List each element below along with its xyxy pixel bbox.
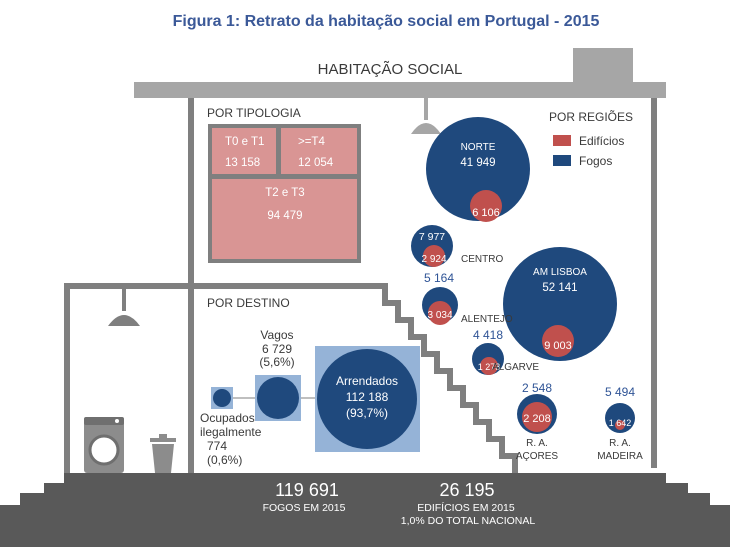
treemap-label: >=T4	[298, 136, 325, 148]
staircase	[382, 286, 518, 473]
bubble-arrendados	[317, 349, 417, 449]
destino-percent-arrendados: (93,7%)	[346, 406, 388, 420]
wall-left-upper	[188, 98, 194, 283]
house-base	[0, 473, 730, 547]
total-edificios-label-1: EDIFÍCIOS EM 2015	[417, 501, 515, 514]
treemap-value: 13 158	[225, 157, 260, 169]
treemap-value: 94 479	[267, 210, 302, 222]
total-fogos-label: FOGOS EM 2015	[263, 502, 346, 514]
treemap-cell	[212, 179, 357, 259]
destino-label-vagos: Vagos	[260, 328, 293, 342]
chimney	[573, 48, 633, 84]
roof	[134, 82, 666, 98]
destino-value-vagos: 6 729	[262, 342, 292, 356]
region-edificios-algarve: 1 278	[478, 362, 501, 372]
section-title-tipologia: POR TIPOLOGIA	[207, 106, 301, 120]
bubble-edificios-madeira	[615, 420, 625, 430]
bubble-edificios-algarve	[480, 357, 498, 375]
destino-label-ocupados-2: ilegalmente	[200, 425, 262, 439]
region-fogos-centro: 7 977	[419, 231, 445, 243]
total-fogos-value: 119 691	[275, 480, 339, 500]
bubble-ocupados	[213, 389, 231, 407]
region-edificios-lisboa: 9 003	[544, 340, 572, 352]
region-label-acores-1: R. A.	[526, 438, 548, 449]
region-label-madeira-2: MADEIRA	[597, 451, 643, 462]
bubble-edificios-alentejo	[428, 301, 452, 325]
region-fogos-acores: 2 548	[522, 381, 552, 395]
region-label-madeira-1: R. A.	[609, 438, 631, 449]
treemap-value: 12 054	[298, 157, 334, 169]
region-fogos-madeira: 5 494	[605, 385, 635, 399]
roof-label: HABITAÇÃO SOCIAL	[318, 61, 463, 78]
section-title-destino: POR DESTINO	[207, 296, 290, 310]
washing-machine-icon	[84, 417, 124, 473]
region-edificios-centro: 2 924	[421, 254, 446, 265]
treemap-label: T2 e T3	[265, 187, 304, 199]
region-label-algarve: ALGARVE	[492, 362, 539, 373]
bubble-fogos-lisboa	[503, 247, 617, 361]
legend-swatch-edificios	[553, 135, 571, 146]
wall-right	[651, 98, 657, 468]
region-fogos-alentejo: 5 164	[424, 271, 454, 285]
total-edificios-label-2: 1,0% DO TOTAL NACIONAL	[401, 515, 536, 527]
bubble-edificios-norte	[470, 190, 502, 222]
bubble-fogos-norte	[426, 117, 530, 221]
region-fogos-algarve: 4 418	[473, 328, 503, 342]
legend-swatch-fogos	[553, 155, 571, 166]
wall-divider	[188, 289, 194, 473]
destino-value-ocupados: 774	[207, 439, 227, 453]
region-edificios-norte: 6 106	[472, 207, 500, 219]
treemap-cell	[212, 128, 276, 174]
destino-percent-ocupados: (0,6%)	[207, 453, 242, 467]
annex-roof	[64, 283, 388, 289]
bubble-fogos-madeira	[605, 403, 635, 433]
treemap-label: T0 e T1	[225, 136, 264, 148]
region-label-alentejo: ALENTEJO	[461, 314, 513, 325]
legend-label-edificios: Edifícios	[579, 134, 624, 148]
trash-bin-icon	[150, 434, 176, 473]
tipologia-treemap: T0 e T1 13 158 >=T4 12 054 T2 e T3 94 47…	[208, 124, 361, 263]
bubble-edificios-acores	[522, 402, 552, 432]
region-edificios-madeira: 1 642	[609, 418, 632, 428]
region-label-acores-2: AÇORES	[516, 451, 559, 462]
region-label-norte: NORTE	[461, 142, 496, 153]
section-title-regioes: POR REGIÕES	[549, 109, 633, 124]
destino-label-arrendados: Arrendados	[336, 374, 398, 388]
region-label-lisboa: AM LISBOA	[533, 267, 587, 278]
bubble-edificios-lisboa	[542, 325, 574, 357]
destino-value-arrendados: 112 188	[346, 390, 389, 404]
treemap-cell	[281, 128, 357, 174]
lamp-icon	[411, 98, 441, 134]
lamp-icon	[108, 289, 140, 326]
region-edificios-acores: 2 208	[523, 413, 551, 425]
destino-percent-vagos: (5,6%)	[259, 355, 294, 369]
legend-label-fogos: Fogos	[579, 154, 612, 168]
region-fogos-lisboa: 52 141	[542, 282, 577, 294]
bubble-edificios-centro	[423, 245, 445, 267]
region-label-centro: CENTRO	[461, 254, 503, 265]
annex-wall-left	[64, 283, 70, 473]
total-edificios-value: 26 195	[439, 480, 494, 500]
figure-title: Figura 1: Retrato da habitação social em…	[173, 13, 600, 30]
roof-top	[166, 57, 573, 82]
region-edificios-alentejo: 3 034	[427, 310, 452, 321]
region-fogos-norte: 41 949	[460, 157, 495, 169]
bubble-vagos	[257, 377, 299, 419]
destino-label-ocupados-1: Ocupados	[200, 411, 255, 425]
